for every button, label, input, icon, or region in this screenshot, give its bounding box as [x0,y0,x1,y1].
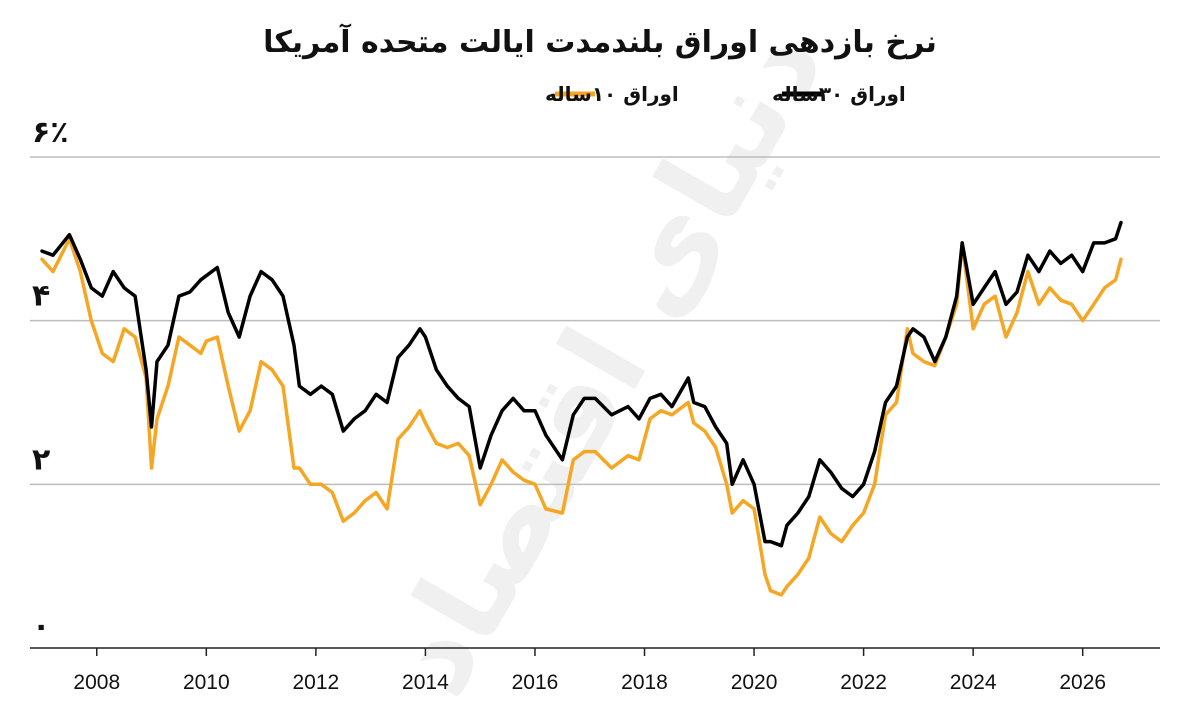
series [40,220,1123,597]
legend-label-30y: اوراق ۳۰ساله [772,82,906,106]
y-tick-label: ۰ [32,609,50,644]
series-line-30y [40,220,1123,548]
x-tick-label: 2008 [73,671,120,694]
x-axis-ticks: 2008 2010 2012 2014 2016 2018 2020 2022 2024 2026 [73,648,1106,694]
legend: اوراق ۳۰ساله اوراق ۱۰ساله [545,82,906,106]
legend-item-30y: اوراق ۳۰ساله [772,82,906,106]
x-tick-label: 2012 [293,671,340,694]
x-tick-label: 2022 [840,671,887,694]
x-tick-label: 2014 [402,671,449,694]
x-tick-label: 2026 [1059,671,1106,694]
x-tick-label: 2024 [950,671,997,694]
legend-item-10y: اوراق ۱۰ساله [545,82,679,106]
legend-label-10y: اوراق ۱۰ساله [545,82,679,106]
y-tick-label: ۴ [32,279,50,314]
y-tick-label: ۲ [32,442,50,477]
y-tick-label: ۶٪ [32,115,69,150]
x-tick-label: 2010 [183,671,230,694]
chart-title: نرخ بازدهی اوراق بلندمدت ایالت متحده آمر… [263,23,937,60]
y-axis-ticks: ۰ ۲ ۴ ۶٪ [32,115,69,644]
x-tick-label: 2016 [512,671,559,694]
x-tick-label: 2018 [621,671,668,694]
x-tick-label: 2020 [731,671,778,694]
